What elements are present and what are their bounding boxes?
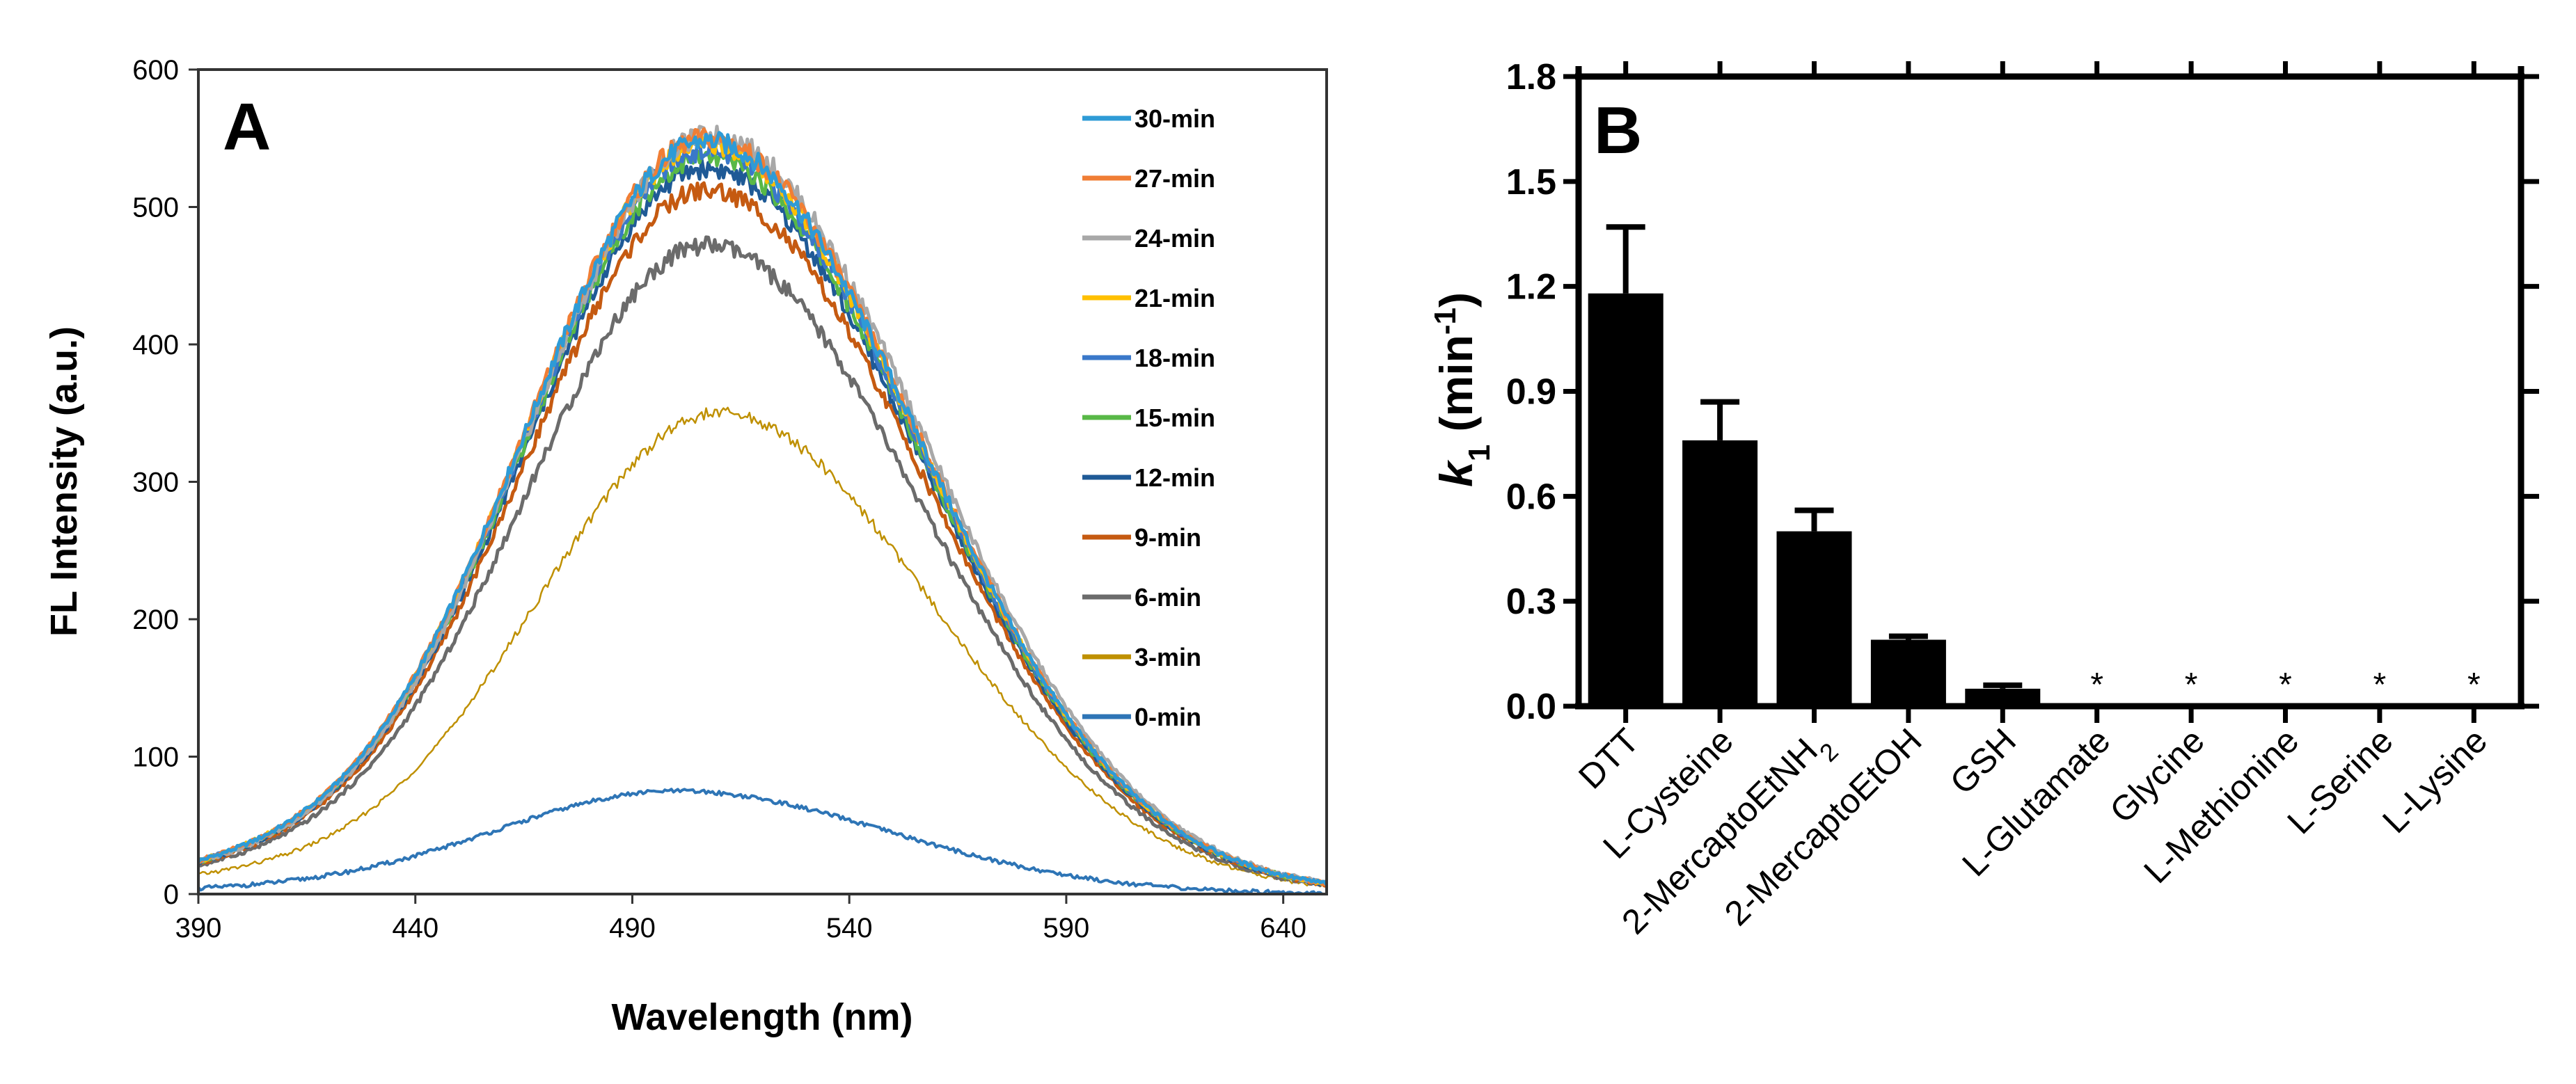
x-tick-label: 490 <box>609 913 656 943</box>
y-tick-label: 500 <box>132 193 179 223</box>
bar-2-MercaptoEtNH <box>1776 531 1852 706</box>
b-y-tick-label: 0.3 <box>1506 582 1556 622</box>
x-tick-label: 640 <box>1260 913 1306 943</box>
panel-b-letter: B <box>1594 93 1642 168</box>
panel-a-series-lines <box>196 125 1329 895</box>
panel-a-ticks: 390 440 490 540 590 640 0 100 200 300 400 500 600 <box>132 55 1306 943</box>
annotation-L-Lysine: * <box>2467 667 2481 703</box>
panel-b-y-axis-label: k1 (min-1) <box>1428 292 1496 487</box>
legend-label-9-min: 9-min <box>1135 523 1201 552</box>
legend-label-3-min: 3-min <box>1135 643 1201 671</box>
panel-b-ticks: 0.0 0.3 0.6 0.9 1.2 1.5 1.8 <box>1506 57 2539 727</box>
legend-label-18-min: 18-min <box>1135 344 1215 372</box>
legend-label-0-min: 0-min <box>1135 703 1201 731</box>
b-y-tick-label: 1.8 <box>1506 57 1556 97</box>
panel-a-y-axis-label: FL Intensity (a.u.) <box>43 326 85 637</box>
x-tick-label: 590 <box>1043 913 1090 943</box>
legend-label-6-min: 6-min <box>1135 583 1201 612</box>
annotation-L-Methionine: * <box>2279 667 2292 703</box>
legend-label-24-min: 24-min <box>1135 224 1215 253</box>
legend-label-27-min: 27-min <box>1135 164 1215 193</box>
x-tick-label: 440 <box>392 913 438 943</box>
y-tick-label: 600 <box>132 55 179 86</box>
bar-2-MercaptoEtOH <box>1870 639 1946 706</box>
annotation-L-Glutamate: * <box>2090 667 2103 703</box>
b-y-tick-label: 0.9 <box>1506 372 1556 413</box>
bar-DTT <box>1588 293 1664 706</box>
y-tick-label: 100 <box>132 742 179 773</box>
annotation-Glycine: * <box>2185 667 2198 703</box>
panel-a-legend: 30-min 27-min 24-min 21-min 18-min 15-min 12-m… <box>1082 104 1215 731</box>
legend-label-21-min: 21-min <box>1135 284 1215 312</box>
legend-label-12-min: 12-min <box>1135 463 1215 492</box>
panel-a-letter: A <box>223 90 271 164</box>
series-line-3-min <box>198 406 1327 888</box>
series-line-9-min <box>196 181 1327 888</box>
annotation-L-Serine: * <box>2373 667 2387 703</box>
x-tick-label: 390 <box>175 913 222 943</box>
b-y-tick-label: 1.5 <box>1506 162 1556 202</box>
series-line-6-min <box>197 235 1329 888</box>
x-tick-label: 540 <box>826 913 873 943</box>
b-y-tick-label: 0.6 <box>1506 477 1556 517</box>
b-y-tick-label: 0.0 <box>1506 687 1556 727</box>
y-tick-label: 0 <box>164 879 179 910</box>
panel-a-x-axis-label: Wavelength (nm) <box>611 996 912 1038</box>
y-tick-label: 300 <box>132 468 179 498</box>
series-line-0-min <box>197 788 1327 895</box>
bar-GSH <box>1965 688 2041 706</box>
legend-label-15-min: 15-min <box>1135 404 1215 432</box>
y-tick-label: 200 <box>132 605 179 635</box>
series-line-30-min <box>196 131 1328 886</box>
b-y-tick-label: 1.2 <box>1506 267 1556 308</box>
legend-label-30-min: 30-min <box>1135 104 1215 133</box>
bar-L-Cysteine <box>1682 440 1758 706</box>
y-tick-label: 400 <box>132 330 179 360</box>
